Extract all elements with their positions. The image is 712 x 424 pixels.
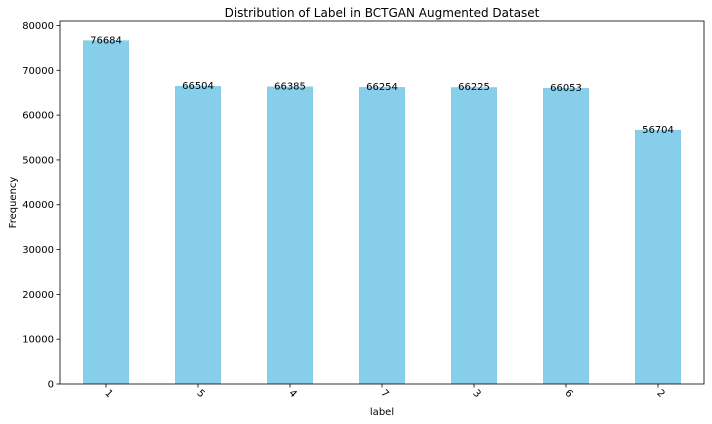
data-label-2: 56704 <box>642 125 674 136</box>
y-tick-label-80000: 80000 <box>22 21 54 32</box>
data-label-7: 66254 <box>366 82 398 93</box>
data-label-5: 66504 <box>182 81 214 92</box>
x-axis-title: label <box>370 407 394 418</box>
y-tick-label-60000: 60000 <box>22 111 54 122</box>
x-tick-label-7: 7 <box>378 388 390 400</box>
bar-1 <box>83 40 129 385</box>
bar-6 <box>543 87 589 384</box>
x-tick-label-3: 3 <box>470 388 482 400</box>
bar-2 <box>635 129 681 384</box>
x-tick-label-4: 4 <box>286 388 298 400</box>
y-tick-label-70000: 70000 <box>22 66 54 77</box>
y-tick-label-10000: 10000 <box>22 335 54 346</box>
bars-layer: 76684 66504 66385 66254 66225 66053 56704 <box>83 35 681 385</box>
bar-7 <box>359 87 405 384</box>
x-tick-label-2: 2 <box>654 388 666 400</box>
y-tick-label-30000: 30000 <box>22 245 54 256</box>
bar-5 <box>175 85 221 384</box>
bar-4 <box>267 86 313 384</box>
y-axis-title: Frequency <box>8 177 19 229</box>
x-tick-label-6: 6 <box>562 388 574 400</box>
y-tick-label-20000: 20000 <box>22 290 54 301</box>
data-label-3: 66225 <box>458 82 490 93</box>
bar-3 <box>451 87 497 384</box>
data-label-6: 66053 <box>550 83 582 94</box>
data-label-1: 76684 <box>90 35 122 46</box>
data-label-4: 66385 <box>274 81 306 92</box>
y-tick-label-50000: 50000 <box>22 155 54 166</box>
x-tick-label-1: 1 <box>102 388 114 400</box>
plot-frame <box>59 20 705 385</box>
chart-title: Distribution of Label in BCTGAN Augmente… <box>225 6 540 20</box>
y-tick-label-0: 0 <box>48 380 54 391</box>
y-tick-label-40000: 40000 <box>22 200 54 211</box>
x-tick-label-5: 5 <box>194 388 206 400</box>
